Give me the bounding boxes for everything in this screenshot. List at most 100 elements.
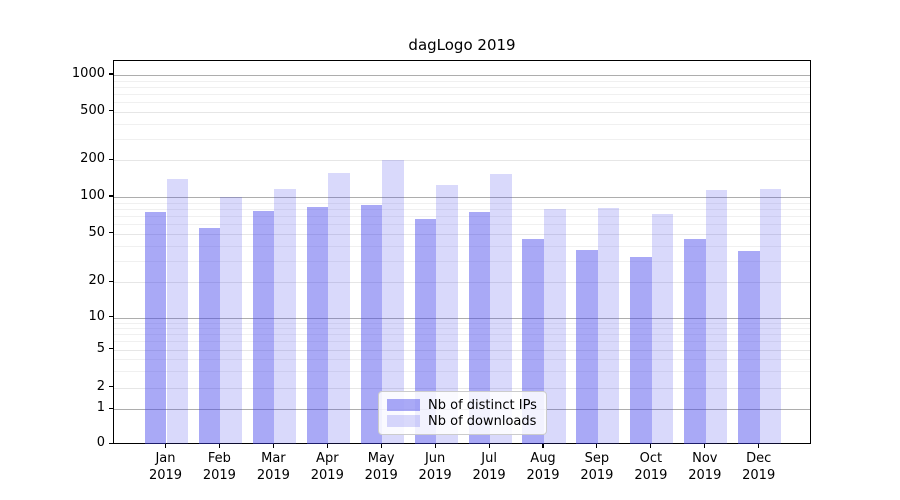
x-tick-mark bbox=[326, 444, 328, 448]
bar-ips-nov bbox=[684, 239, 706, 444]
y-tick-label: 20 bbox=[88, 273, 105, 289]
bar-ips-feb bbox=[198, 227, 221, 444]
x-tick-label: May 2019 bbox=[364, 451, 398, 483]
y-tick-mark bbox=[109, 407, 113, 409]
gridline-minor bbox=[114, 322, 810, 324]
bar-ips-sep bbox=[576, 249, 598, 444]
y-tick-mark bbox=[109, 195, 113, 197]
legend-swatch-distinct-ips bbox=[387, 399, 420, 411]
bar-downloads-mar bbox=[274, 188, 296, 444]
gridline-minor bbox=[114, 93, 810, 95]
bar-downloads-nov bbox=[705, 189, 728, 444]
gridline-minor bbox=[114, 260, 810, 262]
y-tick-label: 200 bbox=[80, 151, 105, 167]
x-tick-mark bbox=[758, 444, 760, 448]
gridline-minor bbox=[114, 123, 810, 125]
y-tick-mark bbox=[109, 232, 113, 234]
gridline-minor bbox=[114, 370, 810, 372]
x-tick-mark bbox=[704, 444, 706, 448]
x-tick-mark bbox=[434, 444, 436, 448]
bar-downloads-apr bbox=[328, 173, 350, 444]
y-tick-mark bbox=[109, 110, 113, 112]
x-tick-label: Apr 2019 bbox=[310, 451, 344, 483]
x-tick-mark bbox=[218, 444, 220, 448]
gridline-minor bbox=[114, 245, 810, 247]
y-tick-label: 1000 bbox=[71, 66, 105, 81]
x-tick-label: Jun 2019 bbox=[418, 451, 452, 483]
x-tick-mark bbox=[272, 444, 274, 448]
x-tick-mark bbox=[542, 444, 544, 448]
bar-downloads-aug bbox=[544, 208, 566, 444]
gridline-minor bbox=[114, 358, 810, 360]
y-tick-mark bbox=[109, 386, 113, 388]
gridline-mid bbox=[114, 387, 810, 389]
y-tick-label: 100 bbox=[80, 188, 105, 203]
legend-item-distinct-ips: Nb of distinct IPs bbox=[387, 398, 538, 413]
y-tick-mark bbox=[109, 158, 113, 160]
gridline-minor bbox=[114, 215, 810, 217]
x-tick-mark bbox=[380, 444, 382, 448]
gridline-minor bbox=[114, 327, 810, 329]
x-tick-label: Jul 2019 bbox=[472, 451, 506, 483]
y-tick-label: 2 bbox=[96, 378, 105, 394]
gridline-minor bbox=[114, 80, 810, 82]
legend-item-downloads: Nb of downloads bbox=[387, 414, 538, 429]
x-tick-mark bbox=[596, 444, 598, 448]
bar-ips-apr bbox=[306, 206, 329, 444]
gridline-minor bbox=[114, 202, 810, 204]
bar-downloads-jun bbox=[436, 184, 458, 444]
y-tick-label: 10 bbox=[88, 308, 105, 324]
bar-ips-may bbox=[360, 205, 383, 444]
y-tick-label: 0 bbox=[96, 435, 105, 451]
bar-ips-jul bbox=[468, 211, 491, 444]
gridline-minor bbox=[114, 208, 810, 210]
x-tick-label: Nov 2019 bbox=[688, 451, 722, 483]
gridline-mid bbox=[114, 233, 810, 235]
bar-downloads-sep bbox=[597, 207, 620, 444]
gridline-minor bbox=[114, 224, 810, 225]
y-tick-label: 50 bbox=[88, 224, 105, 240]
gridline-minor bbox=[114, 334, 810, 336]
gridline-major bbox=[114, 75, 810, 76]
x-tick-label: Jan 2019 bbox=[148, 451, 183, 483]
bar-downloads-jan bbox=[166, 179, 189, 444]
x-tick-label: Dec 2019 bbox=[742, 451, 776, 483]
legend-label-downloads: Nb of downloads bbox=[428, 413, 537, 429]
x-tick-label: Oct 2019 bbox=[634, 451, 668, 483]
gridline-minor bbox=[114, 138, 810, 140]
legend-label-distinct-ips: Nb of distinct IPs bbox=[428, 397, 537, 413]
bar-downloads-may bbox=[382, 160, 404, 444]
gridline-major bbox=[114, 317, 810, 319]
plot-area bbox=[113, 60, 811, 444]
x-tick-label: Aug 2019 bbox=[526, 451, 560, 483]
x-tick-label: Mar 2019 bbox=[256, 451, 290, 483]
x-tick-mark bbox=[650, 444, 652, 448]
bar-downloads-oct bbox=[651, 213, 674, 444]
chart-title: dagLogo 2019 bbox=[408, 36, 516, 54]
x-tick-mark bbox=[488, 444, 490, 448]
gridline-mid bbox=[114, 160, 810, 162]
y-tick-mark bbox=[109, 347, 113, 350]
y-tick-label: 1 bbox=[96, 400, 105, 416]
x-tick-label: Feb 2019 bbox=[202, 451, 236, 483]
bar-ips-jan bbox=[144, 211, 167, 444]
y-tick-label: 500 bbox=[80, 102, 105, 118]
gridline-mid bbox=[114, 282, 810, 284]
gridline-major bbox=[114, 197, 810, 198]
gridline-minor bbox=[114, 102, 810, 103]
x-tick-mark bbox=[164, 444, 167, 448]
y-tick-mark bbox=[109, 280, 113, 282]
y-tick-mark bbox=[109, 73, 113, 75]
legend: Nb of distinct IPs Nb of downloads bbox=[378, 391, 547, 435]
legend-swatch-downloads bbox=[387, 415, 420, 427]
gridline-mid bbox=[114, 111, 810, 113]
y-tick-mark bbox=[109, 316, 113, 318]
gridline-minor bbox=[114, 86, 810, 88]
bar-downloads-dec bbox=[759, 188, 782, 444]
bar-ips-jun bbox=[414, 219, 437, 444]
gridline-mid bbox=[114, 349, 810, 351]
gridline-minor bbox=[114, 341, 810, 343]
y-tick-mark bbox=[109, 442, 113, 444]
bar-downloads-feb bbox=[220, 196, 242, 444]
